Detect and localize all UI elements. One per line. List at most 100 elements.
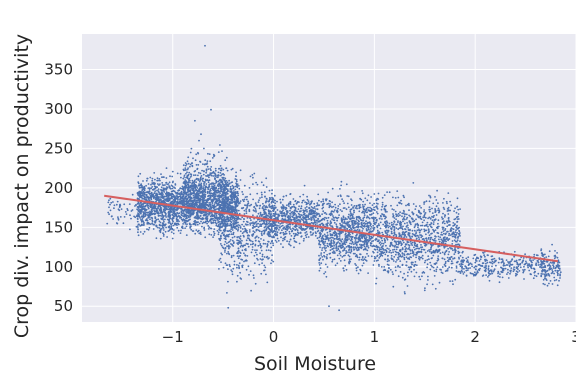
- data-point: [159, 196, 162, 198]
- data-point: [159, 221, 162, 224]
- data-point: [212, 188, 214, 191]
- data-point: [269, 214, 272, 217]
- data-point: [360, 221, 363, 224]
- data-point: [293, 246, 295, 249]
- data-point: [372, 264, 375, 266]
- data-point: [237, 226, 240, 229]
- data-point: [165, 206, 168, 208]
- data-point: [336, 242, 338, 245]
- data-point: [156, 183, 159, 185]
- data-point: [217, 197, 220, 200]
- data-point: [189, 189, 192, 191]
- data-point: [204, 193, 207, 196]
- data-point: [227, 251, 230, 253]
- data-point: [369, 244, 372, 247]
- data-point: [199, 160, 201, 163]
- data-point: [254, 249, 256, 252]
- data-point: [163, 220, 165, 223]
- data-point: [179, 232, 182, 235]
- data-point: [168, 197, 171, 200]
- data-point: [364, 203, 366, 206]
- data-point: [224, 216, 226, 219]
- data-point: [260, 238, 262, 240]
- data-point: [232, 254, 235, 257]
- data-point: [318, 254, 320, 257]
- data-point: [206, 175, 209, 178]
- data-point: [261, 207, 264, 210]
- data-point: [279, 232, 282, 235]
- data-point: [354, 237, 356, 240]
- data-point: [203, 170, 205, 172]
- data-point: [166, 218, 169, 221]
- data-point: [203, 184, 206, 187]
- data-point: [209, 168, 212, 170]
- data-point: [221, 253, 224, 256]
- data-point: [310, 221, 313, 224]
- data-point: [197, 184, 200, 187]
- data-point: [148, 216, 151, 219]
- data-point: [265, 205, 267, 208]
- data-point: [160, 217, 163, 220]
- data-point: [153, 181, 155, 184]
- data-point: [344, 227, 347, 229]
- data-point: [203, 163, 206, 166]
- data-point: [297, 208, 300, 211]
- data-point: [364, 197, 367, 200]
- data-point: [220, 244, 223, 247]
- data-point: [328, 230, 331, 233]
- data-point: [268, 197, 271, 199]
- data-point: [280, 243, 282, 245]
- data-point: [265, 273, 267, 276]
- data-point: [234, 185, 237, 188]
- data-point: [293, 206, 296, 209]
- data-point: [142, 216, 145, 219]
- data-point: [318, 240, 321, 243]
- data-point: [209, 194, 211, 197]
- data-point: [362, 248, 365, 251]
- data-point: [239, 245, 242, 248]
- data-point: [158, 191, 160, 194]
- data-point: [288, 227, 291, 229]
- data-point: [147, 228, 150, 231]
- data-point: [329, 237, 331, 240]
- data-point: [257, 229, 260, 232]
- data-point: [231, 270, 234, 273]
- data-point: [187, 210, 190, 213]
- data-point: [224, 235, 226, 238]
- data-point: [361, 264, 364, 267]
- data-point: [310, 227, 312, 230]
- data-point: [221, 173, 224, 176]
- data-point: [202, 211, 205, 214]
- data-point: [270, 227, 273, 230]
- data-point: [354, 207, 357, 209]
- data-point: [239, 251, 242, 254]
- data-point: [247, 237, 250, 240]
- data-point: [223, 219, 226, 222]
- data-point: [225, 238, 227, 241]
- data-point: [282, 246, 284, 249]
- data-point: [167, 195, 170, 198]
- data-point: [350, 246, 353, 249]
- data-point: [290, 218, 293, 221]
- data-point: [182, 189, 185, 192]
- data-point: [187, 162, 190, 165]
- data-point: [322, 200, 325, 203]
- data-point: [237, 228, 240, 231]
- data-point: [176, 219, 179, 221]
- data-point: [196, 223, 199, 226]
- data-point: [446, 260, 449, 262]
- data-point: [305, 221, 308, 224]
- data-point: [256, 257, 258, 260]
- data-point: [195, 229, 198, 232]
- data-point: [238, 255, 241, 258]
- data-point: [264, 242, 267, 245]
- data-point: [219, 144, 221, 146]
- data-point: [165, 182, 167, 184]
- data-point: [169, 209, 172, 212]
- data-point: [147, 187, 150, 190]
- data-point: [182, 211, 185, 213]
- data-point: [156, 189, 158, 192]
- data-point: [281, 224, 284, 227]
- data-point: [167, 215, 170, 218]
- data-point: [274, 223, 277, 226]
